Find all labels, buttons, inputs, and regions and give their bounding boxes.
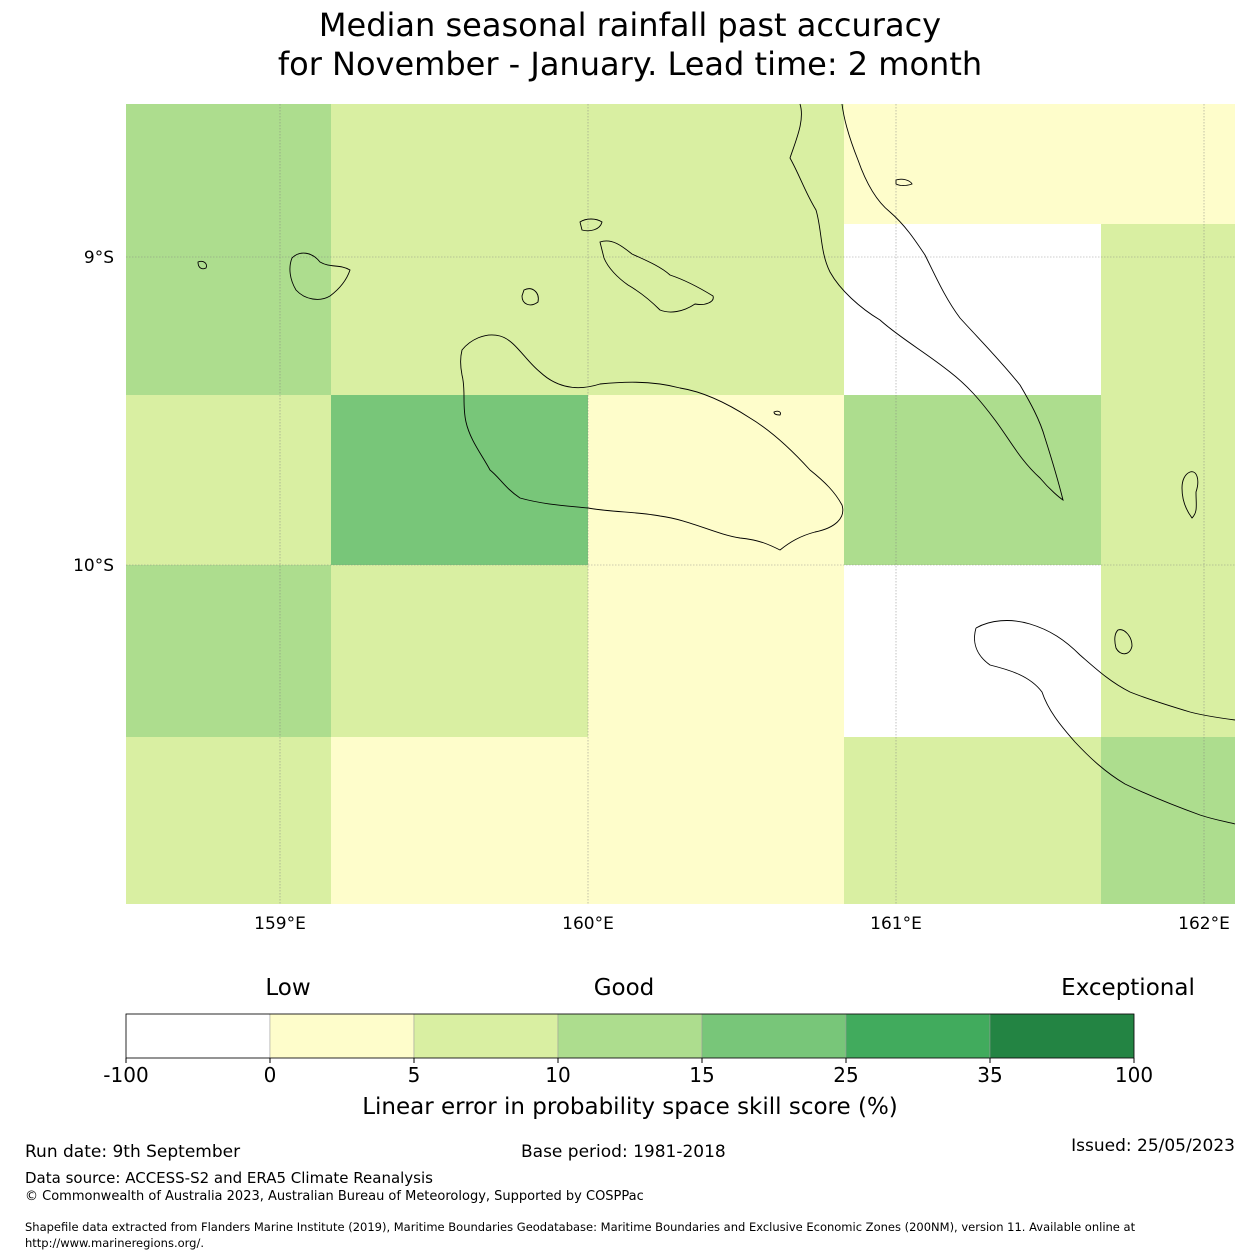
- grid-cell: [1101, 737, 1235, 904]
- colorbar-tick-label: 5: [408, 1063, 421, 1087]
- islet-coastline: [197, 260, 207, 270]
- colorbar-tick-label: 100: [1115, 1063, 1153, 1087]
- grid-cell: [331, 565, 588, 737]
- legend-exceptional-label: Exceptional: [1061, 975, 1195, 1001]
- legend-good-label: Good: [594, 975, 655, 1001]
- grid-cell: [126, 395, 331, 565]
- florida-island-coastline: [599, 240, 714, 313]
- guadalcanal-coastline: [460, 334, 844, 551]
- lat-label-9s: 9°S: [84, 248, 114, 268]
- islet-coastline: [579, 218, 603, 232]
- run-date: Run date: 9th September: [25, 1142, 241, 1162]
- grid-cell: [588, 395, 844, 565]
- map-title-line-2: for November - January. Lead time: 2 mon…: [277, 45, 983, 83]
- colorbar-tick-label: -100: [103, 1063, 148, 1087]
- colorbar-segment: [413, 1013, 559, 1059]
- grid-cell: [331, 395, 588, 565]
- grid-cell: [126, 737, 331, 904]
- malaita-coastline: [1181, 471, 1199, 519]
- map-title-line-1: Median seasonal rainfall past accuracy: [318, 6, 942, 44]
- colorbar-segment: [125, 1013, 271, 1059]
- graticule: [126, 104, 1235, 904]
- grid-cell: [844, 395, 1101, 565]
- grid-cell: [1101, 565, 1235, 737]
- lon-label-160e: 160°E: [562, 914, 614, 934]
- colorbar-segment: [557, 1013, 703, 1059]
- islet-coastline: [1114, 629, 1133, 655]
- grid-cell: [1101, 224, 1235, 395]
- grid-cell: [126, 104, 331, 395]
- makira-coastline: [975, 620, 1236, 721]
- grid-cell: [1101, 395, 1235, 565]
- lat-label-10s: 10°S: [73, 556, 114, 576]
- data-source: Data source: ACCESS-S2 and ERA5 Climate …: [25, 1169, 433, 1187]
- santa-isabel-coastline: [789, 103, 1064, 502]
- islet-coastline: [521, 288, 539, 306]
- copyright: © Commonwealth of Australia 2023, Austra…: [25, 1189, 644, 1204]
- grid-cell: [844, 565, 1101, 737]
- shapefile-credit-line-2: http://www.marineregions.org/.: [25, 1236, 204, 1250]
- colorbar-tick-label: 10: [545, 1063, 570, 1087]
- islet-coastline: [773, 410, 781, 416]
- lon-label-159e: 159°E: [254, 914, 306, 934]
- russell-islands-coastline: [289, 252, 351, 300]
- lon-label-161e: 161°E: [870, 914, 922, 934]
- colorbar-tick-label: 25: [833, 1063, 858, 1087]
- grid-cell: [844, 104, 1235, 224]
- shapefile-credit-line-1: Shapefile data extracted from Flanders M…: [25, 1220, 1136, 1234]
- colorbar: -100 0 5 10 15 25 35 100: [103, 1013, 1153, 1087]
- colorbar-tick-label: 15: [689, 1063, 714, 1087]
- colorbar-segment: [845, 1013, 991, 1059]
- colorbar-tick-label: 35: [977, 1063, 1002, 1087]
- grid-cell: [844, 224, 1101, 395]
- colorbar-segment: [269, 1013, 415, 1059]
- issued-date: Issued: 25/05/2023: [1071, 1136, 1235, 1156]
- legend-low-label: Low: [265, 975, 310, 1001]
- grid-cell: [588, 565, 844, 737]
- islet-coastline: [895, 178, 913, 186]
- colorbar-tick-label: 0: [264, 1063, 277, 1087]
- colorbar-segment: [989, 1013, 1135, 1059]
- lon-label-162e: 162°E: [1178, 914, 1230, 934]
- coastlines: [197, 103, 1236, 825]
- skill-grid: [126, 104, 1235, 904]
- grid-cell: [126, 565, 331, 737]
- grid-cell: [844, 737, 1101, 904]
- grid-cell: [331, 104, 844, 395]
- makira-coastline: [974, 627, 1236, 825]
- colorbar-segment: [701, 1013, 847, 1059]
- colorbar-label: Linear error in probability space skill …: [362, 1094, 898, 1120]
- base-period: Base period: 1981-2018: [521, 1142, 726, 1162]
- grid-cell: [331, 737, 844, 904]
- colorbar-frame: [125, 1013, 1135, 1059]
